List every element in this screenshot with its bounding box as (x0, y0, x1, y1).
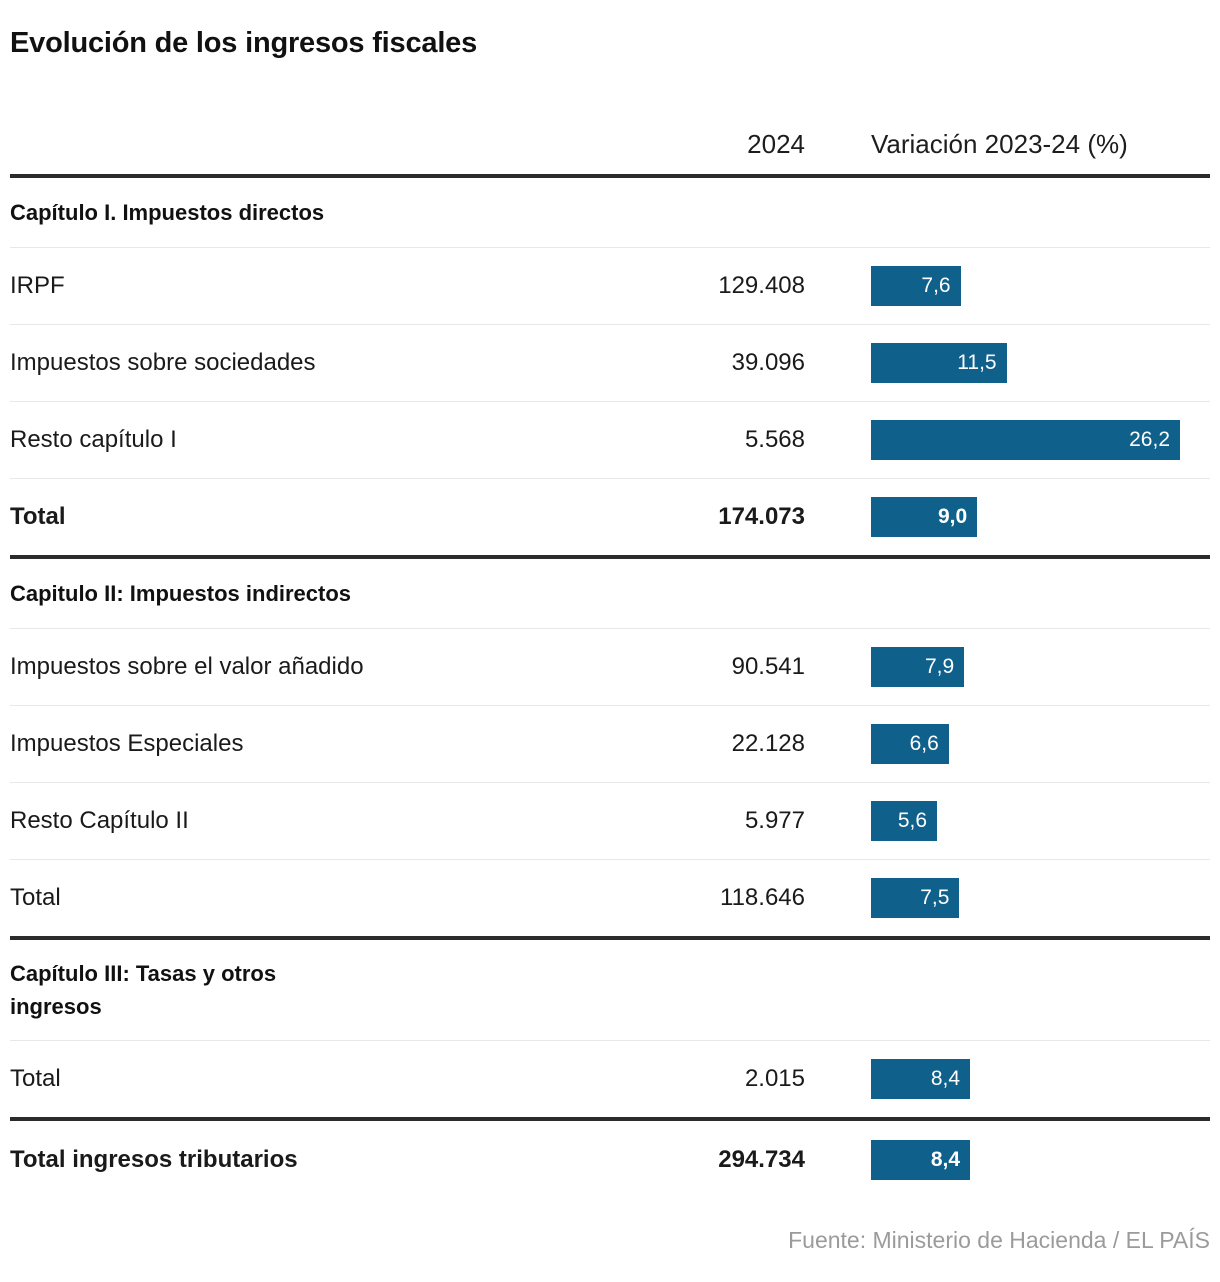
table-row: Resto Capítulo II 5.977 5,6 (10, 782, 1210, 859)
source-credit: Fuente: Ministerio de Hacienda / EL PAÍS (788, 1227, 1210, 1253)
table-row-total: Total 174.073 9,0 (10, 478, 1210, 555)
row-label: Impuestos Especiales (10, 730, 244, 757)
page-title: Evolución de los ingresos fiscales (10, 27, 478, 59)
variation-bar: 7,9 (871, 647, 965, 687)
variation-bar-cell: 9,0 (871, 497, 1180, 537)
column-header-row: 2024 Variación 2023-24 (%) (10, 60, 1210, 174)
variation-bar: 26,2 (871, 420, 1180, 460)
variation-bar-cell: 5,6 (871, 801, 1180, 841)
table-row: Resto capítulo I 5.568 26,2 (10, 401, 1210, 478)
row-value-2024: 174.073 (718, 503, 805, 530)
section-header-label: Capítulo III: Tasas y otros ingresos (10, 961, 277, 1019)
row-label: Total (10, 503, 66, 530)
row-value-2024: 129.408 (718, 272, 805, 299)
section-header-label: Capítulo I. Impuestos directos (10, 200, 325, 225)
row-label: Resto capítulo I (10, 426, 177, 453)
variation-bar-cell: 7,9 (871, 647, 1180, 687)
row-value-2024: 294.734 (718, 1146, 805, 1173)
section-header: Capitulo II: Impuestos indirectos (10, 559, 1210, 628)
variation-bar-cell: 11,5 (871, 343, 1180, 383)
column-header-2024: 2024 (747, 129, 805, 159)
variation-bar-cell: 7,6 (871, 266, 1180, 306)
row-value-2024: 2.015 (744, 1065, 805, 1092)
fiscal-income-table: Evolución de los ingresos fiscales 2024 … (0, 26, 1220, 1282)
variation-bar: 6,6 (871, 724, 949, 764)
row-label: Total (10, 1065, 61, 1092)
row-label: Impuestos sobre el valor añadido (10, 653, 364, 680)
variation-bar: 8,4 (871, 1140, 971, 1180)
column-header-variation: Variación 2023-24 (%) (871, 129, 1128, 159)
table-row: Impuestos sobre el valor añadido 90.541 … (10, 628, 1210, 705)
variation-bar: 5,6 (871, 801, 938, 841)
row-label: Total ingresos tributarios (10, 1146, 298, 1173)
section-header: Capítulo III: Tasas y otros ingresos (10, 940, 1210, 1040)
row-label: Impuestos sobre sociedades (10, 349, 316, 376)
divider-thick (10, 174, 1210, 178)
row-value-2024: 118.646 (720, 884, 805, 911)
variation-bar-cell: 8,4 (871, 1059, 1180, 1099)
table-row: Impuestos Especiales 22.128 6,6 (10, 705, 1210, 782)
variation-bar-cell: 6,6 (871, 724, 1180, 764)
variation-bar: 7,6 (871, 266, 961, 306)
section-capitulo-3: Capítulo III: Tasas y otros ingresos Tot… (10, 940, 1210, 1117)
row-label: Total (10, 884, 61, 911)
section-capitulo-2: Capitulo II: Impuestos indirectos Impues… (10, 559, 1210, 936)
divider-thick (10, 555, 1210, 559)
variation-bar: 9,0 (871, 497, 978, 537)
row-value-2024: 90.541 (731, 653, 805, 680)
table-row: IRPF 129.408 7,6 (10, 247, 1210, 324)
variation-bar-cell: 26,2 (871, 420, 1180, 460)
table-row-total: Total 2.015 8,4 (10, 1040, 1210, 1117)
row-value-2024: 5.568 (744, 426, 805, 453)
row-value-2024: 5.977 (744, 807, 805, 834)
section-header: Capítulo I. Impuestos directos (10, 178, 1210, 247)
variation-bar: 8,4 (871, 1059, 971, 1099)
row-label: Resto Capítulo II (10, 807, 189, 834)
section-capitulo-1: Capítulo I. Impuestos directos IRPF 129.… (10, 178, 1210, 555)
table-row-total: Total 118.646 7,5 (10, 859, 1210, 936)
row-label: IRPF (10, 272, 65, 299)
section-header-label: Capitulo II: Impuestos indirectos (10, 581, 352, 606)
variation-bar: 11,5 (871, 343, 1007, 383)
divider-thick (10, 936, 1210, 940)
table-row: Impuestos sobre sociedades 39.096 11,5 (10, 324, 1210, 401)
grand-total-row: Total ingresos tributarios 294.734 8,4 (10, 1121, 1210, 1199)
row-value-2024: 39.096 (731, 349, 805, 376)
row-value-2024: 22.128 (731, 730, 805, 757)
variation-bar: 7,5 (871, 878, 960, 918)
divider-thick (10, 1117, 1210, 1121)
variation-bar-cell: 8,4 (871, 1140, 1180, 1180)
variation-bar-cell: 7,5 (871, 878, 1180, 918)
